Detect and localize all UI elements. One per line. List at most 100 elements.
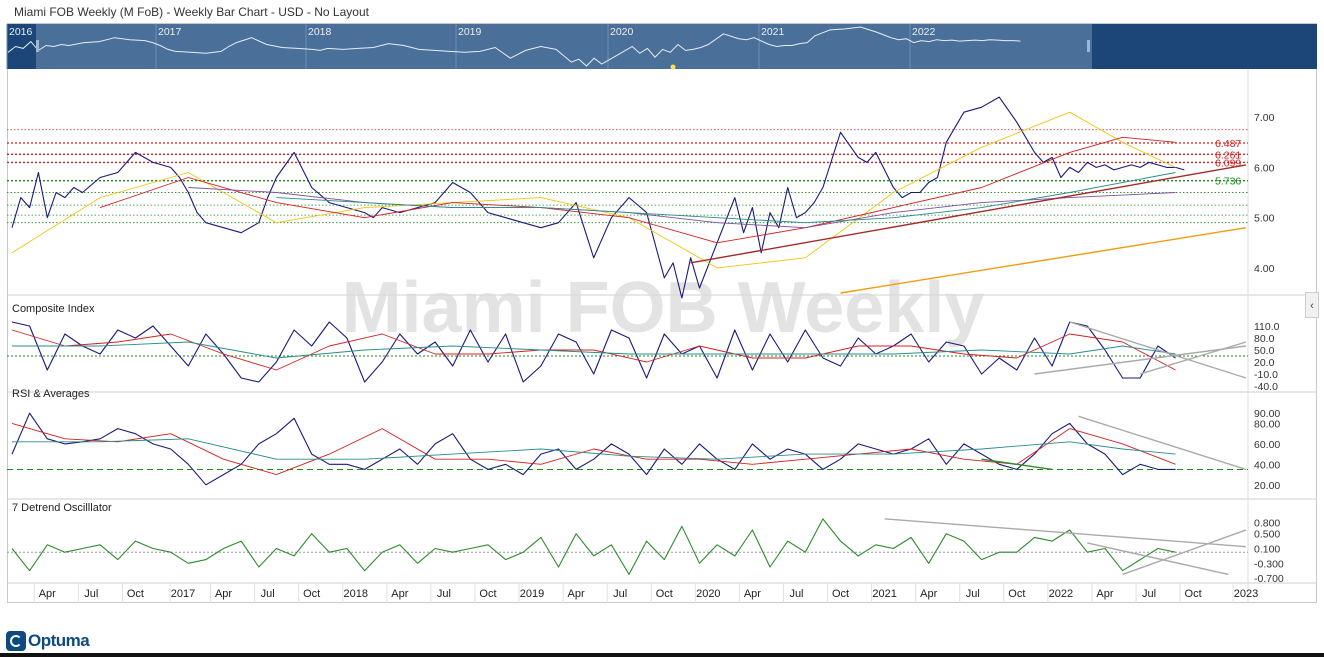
optuma-logo: Optuma (6, 630, 90, 652)
y-tick-label: 20.0 (1254, 357, 1275, 369)
navigator-year-label: 2016 (9, 26, 33, 38)
panel-composite[interactable]: Composite Index 110.080.050.020.0-10.0-40… (7, 303, 1280, 393)
optuma-logo-icon (6, 631, 26, 651)
navigator-marker (670, 64, 676, 70)
y-tick-label: 0.100 (1254, 544, 1280, 556)
x-tick-label: Apr (920, 588, 937, 600)
navigator-handle-left[interactable] (36, 40, 39, 52)
panel-title-composite: Composite Index (12, 303, 95, 315)
navigator-handle-right[interactable] (1087, 40, 1090, 52)
navigator-year-label: 2018 (308, 26, 332, 38)
level-label: 6.487 (1215, 138, 1241, 150)
y-tick-label: -0.300 (1254, 558, 1284, 570)
y-tick-label: -40.0 (1254, 381, 1278, 393)
x-tick-label: 2017 (171, 588, 195, 600)
series-long_avg (276, 172, 1176, 224)
trendline[interactable] (690, 164, 1247, 264)
panel-title-detrend: 7 Detrend Oscilllator (12, 502, 112, 514)
y-tick-label: -10.0 (1254, 369, 1278, 381)
navigator[interactable]: 2016 2017 2018 2019 2020 2021 2022 (6, 24, 1317, 70)
y-tick-label: 110.0 (1254, 321, 1280, 333)
x-tick-label: 2018 (344, 588, 368, 600)
series-slow_avg (12, 341, 1176, 359)
y-tick-label: 7.00 (1254, 112, 1275, 124)
x-tick-label: Apr (744, 588, 761, 600)
x-tick-label: 2019 (520, 588, 544, 600)
x-tick-label: Apr (568, 588, 585, 600)
trendline[interactable] (1078, 415, 1247, 471)
trendline[interactable] (1140, 341, 1247, 375)
y-tick-label: 50.0 (1254, 345, 1275, 357)
x-tick-label: Oct (656, 588, 673, 600)
trendline[interactable] (840, 227, 1247, 294)
y-tick-label: 0.500 (1254, 529, 1280, 541)
x-tick-label: Apr (391, 588, 408, 600)
y-tick-label: 90.00 (1254, 408, 1280, 420)
trendline[interactable] (981, 458, 1053, 471)
series-rsi (11, 412, 1176, 486)
series-slow_avg (188, 187, 1176, 229)
series-detrend (11, 518, 1176, 575)
y-tick-label: 5.00 (1254, 213, 1275, 225)
level-label: 6.261 (1215, 149, 1241, 161)
x-tick-label: 2022 (1049, 588, 1073, 600)
bottom-bar (0, 653, 1324, 657)
navigator-right-dark (1092, 24, 1317, 69)
x-tick-label: Jul (84, 588, 98, 600)
x-tick-label: Oct (1008, 588, 1025, 600)
logo-text: Optuma (28, 631, 90, 650)
series-fast_avg (11, 422, 1176, 476)
trendline[interactable] (1087, 542, 1229, 576)
x-tick-label: Apr (1096, 588, 1113, 600)
series-mid_avg (99, 136, 1176, 244)
series-slow_avg (12, 438, 1176, 460)
series-composite (11, 321, 1176, 383)
x-tick-label: Oct (1185, 588, 1202, 600)
trendline[interactable] (884, 518, 1247, 548)
x-tick-label: Oct (479, 588, 496, 600)
chart-title: Miami FOB Weekly (M FoB) - Weekly Bar Ch… (14, 5, 369, 19)
x-tick-label: Jul (789, 588, 803, 600)
x-tick-label: Apr (215, 588, 232, 600)
x-tick-label: 2021 (872, 588, 896, 600)
watermark: Miami FOB Weekly (342, 268, 985, 348)
trendline[interactable] (1034, 345, 1247, 375)
y-tick-label: 6.00 (1254, 162, 1275, 174)
y-tick-label: 40.00 (1254, 459, 1280, 471)
x-tick-label: Jul (966, 588, 980, 600)
y-tick-label: 80.00 (1254, 418, 1280, 430)
y-tick-label: 80.0 (1254, 333, 1275, 345)
navigator-year-label: 2020 (610, 26, 634, 38)
series-price (11, 96, 1185, 299)
navigator-left-dark (7, 24, 36, 69)
y-tick-label: 4.00 (1254, 263, 1275, 275)
navigator-year-label: 2022 (912, 26, 936, 38)
x-tick-label: 2020 (696, 588, 720, 600)
y-tick-label: 60.00 (1254, 439, 1280, 451)
navigator-year-label: 2017 (158, 26, 182, 38)
x-tick-label: Apr (39, 588, 56, 600)
y-tick-label: 20.00 (1254, 480, 1280, 492)
x-tick-label: Jul (1142, 588, 1156, 600)
series-fast_avg (11, 329, 1176, 371)
x-tick-label: 2023 (1234, 588, 1258, 600)
navigator-price-line (7, 26, 1021, 67)
level-label: 5.736 (1215, 176, 1241, 188)
trendline[interactable] (1069, 321, 1247, 379)
collapse-panel-button[interactable]: ‹ (1305, 292, 1319, 318)
trendline[interactable] (1122, 529, 1247, 576)
panel-title-rsi: RSI & Averages (12, 388, 90, 400)
x-tick-label: Jul (437, 588, 451, 600)
navigator-year-label: 2019 (458, 26, 482, 38)
y-tick-label: -0.700 (1254, 573, 1284, 585)
x-tick-label: Oct (832, 588, 849, 600)
navigator-year-label: 2021 (761, 26, 785, 38)
y-tick-label: 0.800 (1254, 518, 1280, 530)
x-tick-label: Oct (303, 588, 320, 600)
x-tick-label: Jul (613, 588, 627, 600)
x-tick-label: Jul (261, 588, 275, 600)
